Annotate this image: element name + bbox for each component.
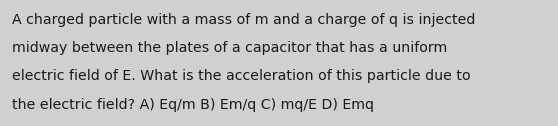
- Text: electric field of E. What is the acceleration of this particle due to: electric field of E. What is the acceler…: [12, 69, 471, 83]
- Text: midway between the plates of a capacitor that has a uniform: midway between the plates of a capacitor…: [12, 41, 448, 55]
- Text: A charged particle with a mass of m and a charge of q is injected: A charged particle with a mass of m and …: [12, 13, 475, 27]
- Text: the electric field? A) Eq/m B) Em/q C) mq/E D) Emq: the electric field? A) Eq/m B) Em/q C) m…: [12, 98, 374, 112]
